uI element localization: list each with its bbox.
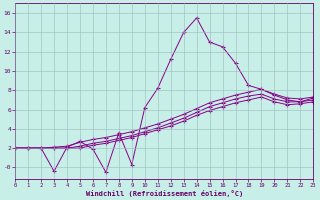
X-axis label: Windchill (Refroidissement éolien,°C): Windchill (Refroidissement éolien,°C) xyxy=(85,190,243,197)
